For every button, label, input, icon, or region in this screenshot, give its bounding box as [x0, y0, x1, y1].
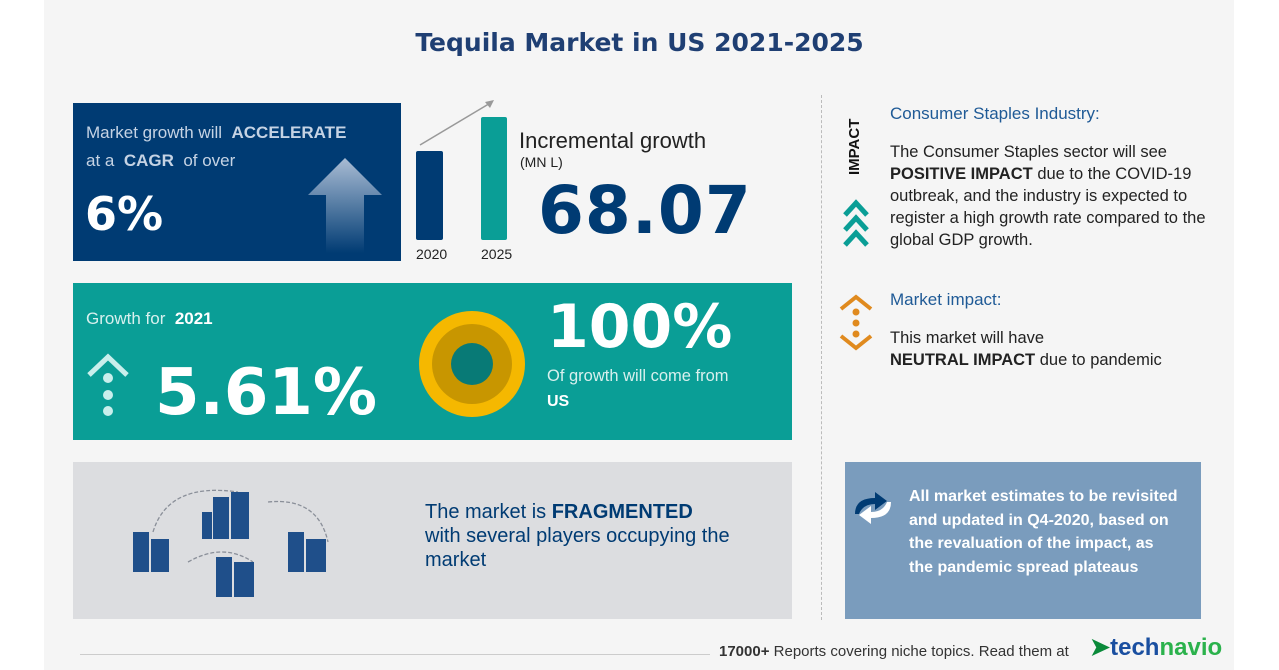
market-impact-neutral: NEUTRAL IMPACT	[890, 351, 1036, 369]
bar-label-2020: 2020	[416, 246, 448, 262]
buildings-network-icon	[133, 489, 329, 597]
growth-panel: Growth for 2021 5.61% 100% Of growth wil…	[73, 283, 792, 440]
logo-tech: tech	[1110, 634, 1160, 661]
fragmented-text: The market is FRAGMENTED with several pla…	[425, 500, 785, 572]
fragmented-post: with several players occupying the marke…	[425, 525, 730, 571]
up-arrow-icon	[308, 158, 382, 253]
incremental-label: Incremental growth	[519, 128, 707, 153]
cagr-value: 6%	[85, 187, 164, 241]
fragmented-panel: The market is FRAGMENTED with several pla…	[73, 462, 792, 619]
incremental-value: 68.07	[538, 172, 752, 249]
market-impact-heading: Market impact:	[890, 290, 1002, 309]
incremental-unit: (MN L)	[520, 154, 563, 170]
regional-region: US	[547, 393, 570, 410]
cagr-label: CAGR	[123, 151, 174, 170]
growth-dots-arrow-icon	[87, 353, 129, 416]
cagr-panel: Market growth will ACCELERATE at a CAGR …	[73, 103, 401, 261]
regional-value: 100%	[547, 292, 733, 362]
bar-2020	[416, 151, 443, 240]
fragmented-pre: The market is	[425, 501, 547, 523]
triple-chevron-up-icon	[843, 199, 869, 247]
market-impact-paragraph: This market will have NEUTRAL IMPACT due …	[890, 327, 1210, 371]
cagr-text: Market growth will	[86, 123, 223, 142]
cagr-accelerate: ACCELERATE	[231, 123, 347, 142]
target-circle-icon	[419, 311, 525, 417]
divider	[821, 95, 822, 620]
incremental-bar-chart	[416, 100, 507, 240]
growth-label: Growth for 2021	[86, 309, 213, 329]
logo-arrow-icon: ➤	[1090, 634, 1111, 661]
footer-count: 17000+	[719, 643, 770, 660]
cagr-text3: of over	[183, 151, 236, 170]
market-impact-post: due to pandemic	[1039, 351, 1162, 369]
cagr-line2: at a CAGR of over	[86, 151, 235, 171]
notice-panel: All market estimates to be revisited and…	[845, 462, 1201, 619]
footer-rule	[80, 654, 710, 655]
impact-heading: Consumer Staples Industry:	[890, 104, 1100, 123]
cagr-text2: at a	[86, 151, 115, 170]
impact-vertical-label: IMPACT	[846, 118, 863, 175]
logo-navio: navio	[1159, 634, 1223, 661]
footer-text: 17000+ Reports covering niche topics. Re…	[719, 643, 1069, 660]
notice-text: All market estimates to be revisited and…	[909, 488, 1178, 576]
impact-positive: POSITIVE IMPACT	[890, 165, 1033, 183]
impact-text-post: due to the COVID-19 outbreak, and the in…	[890, 165, 1206, 249]
page-title: Tequila Market in US 2021-2025	[415, 28, 864, 57]
fragmented-label: FRAGMENTED	[551, 501, 693, 523]
impact-paragraph: The Consumer Staples sector will see POS…	[890, 141, 1230, 251]
regional-text: Of growth will come from	[547, 367, 729, 385]
neutral-impact-icon	[839, 294, 873, 351]
bar-2025	[481, 117, 507, 240]
growth-value: 5.61%	[155, 356, 378, 430]
technavio-logo[interactable]: ➤technavio	[1090, 633, 1222, 662]
growth-for-text: Growth for	[86, 309, 166, 328]
footer-caption: Reports covering niche topics. Read them…	[773, 643, 1069, 660]
growth-year: 2021	[174, 309, 213, 328]
trend-arrowhead-icon	[485, 100, 494, 108]
impact-text-pre: The Consumer Staples sector will see	[890, 143, 1167, 161]
bar-label-2025: 2025	[481, 246, 513, 262]
market-impact-pre: This market will have	[890, 329, 1045, 347]
trend-arrow-line	[419, 101, 493, 146]
refresh-arrows-icon	[855, 492, 891, 524]
cagr-line1: Market growth will ACCELERATE	[86, 123, 346, 143]
